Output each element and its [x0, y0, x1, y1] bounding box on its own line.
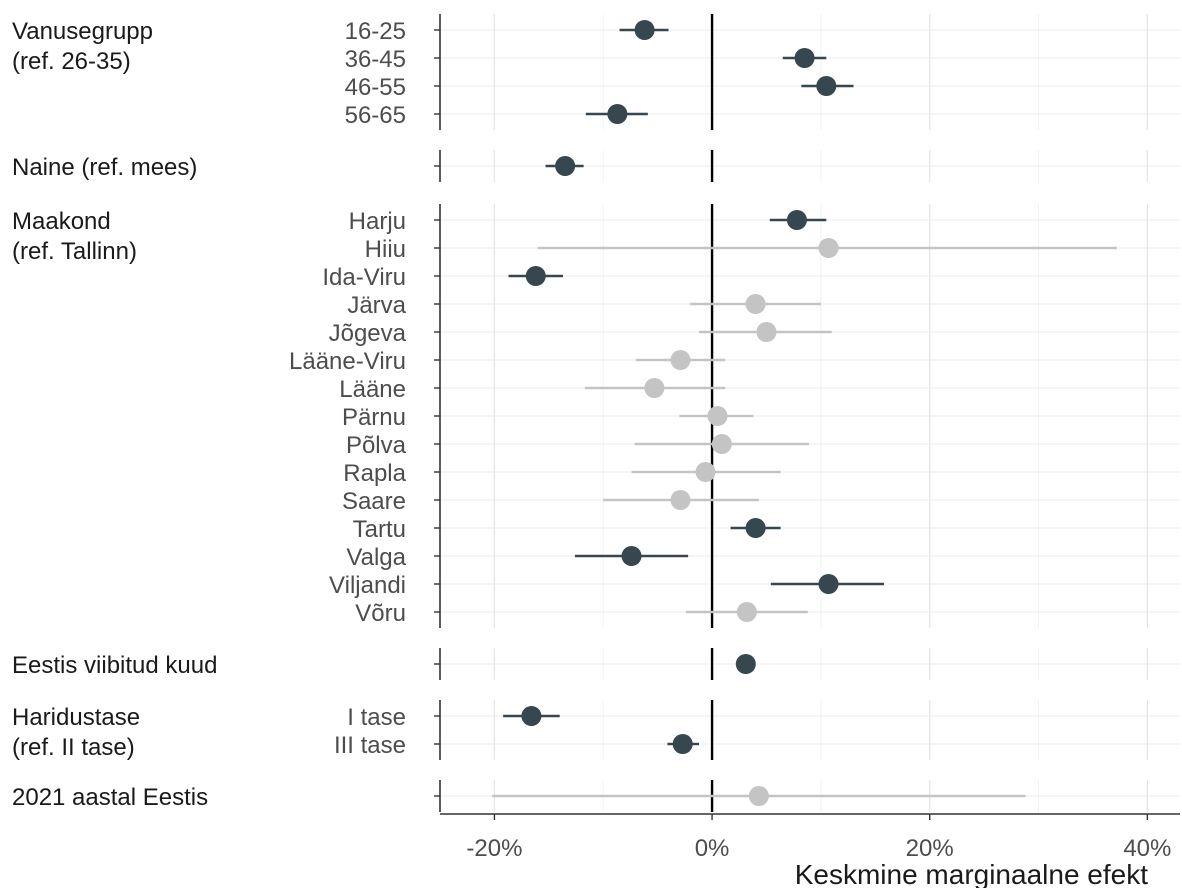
- x-tick-label: 20%: [906, 835, 954, 862]
- point-estimate: [786, 210, 807, 230]
- y-tick-label: Põlva: [346, 432, 407, 459]
- y-tick-label: Viljandi: [329, 572, 406, 599]
- y-tick-label: Pärnu: [342, 404, 406, 431]
- point-estimate: [748, 786, 769, 806]
- point-estimate: [735, 654, 756, 674]
- point-estimate: [525, 266, 546, 286]
- point-estimate: [555, 156, 576, 176]
- point-estimate: [707, 406, 728, 426]
- point-estimate: [816, 76, 837, 96]
- point-estimate: [607, 104, 628, 124]
- y-tick-label: Rapla: [343, 460, 406, 487]
- y-tick-label: III tase: [334, 732, 406, 759]
- axis-layer: -20% 0% 20% 40%: [434, 14, 1180, 862]
- y-tick-label: Võru: [355, 600, 406, 627]
- y-tick-label: 36-45: [345, 46, 406, 73]
- group-label: 2021 aastal Eestis: [12, 784, 208, 811]
- y-tick-label: Saare: [342, 488, 406, 515]
- y-tick-label: Lääne: [339, 376, 406, 403]
- point-estimate: [672, 734, 693, 754]
- y-tick-label: Jõgeva: [329, 320, 407, 347]
- marks-layer: [492, 14, 1117, 812]
- x-tick-label: -20%: [466, 835, 522, 862]
- group-label: (ref. Tallinn): [12, 238, 137, 265]
- y-tick-label: Harju: [349, 208, 406, 235]
- y-tick-label: 56-65: [345, 102, 406, 129]
- group-label: Vanusegrupp: [12, 18, 153, 45]
- point-estimate: [711, 434, 732, 454]
- x-tick-label: 0%: [695, 835, 730, 862]
- group-label: (ref. II tase): [12, 734, 135, 761]
- point-estimate: [634, 20, 655, 40]
- grid-layer: [440, 14, 1180, 812]
- y-tick-label: Lääne-Viru: [289, 348, 406, 375]
- point-estimate: [621, 546, 642, 566]
- point-estimate: [695, 462, 716, 482]
- point-estimate: [818, 238, 839, 258]
- y-tick-label: 46-55: [345, 74, 406, 101]
- y-tick-label: Järva: [347, 292, 406, 319]
- labels-layer: Vanusegrupp (ref. 26-35) 16-2536-4546-5556…: [12, 18, 407, 811]
- point-estimate: [670, 490, 691, 510]
- point-estimate: [736, 602, 757, 622]
- x-axis-title: Keskmine marginaalne efekt: [795, 859, 1149, 888]
- y-tick-label: I tase: [347, 704, 406, 731]
- point-estimate: [794, 48, 815, 68]
- point-estimate: [756, 322, 777, 342]
- x-tick-label: 40%: [1123, 835, 1171, 862]
- point-estimate: [745, 294, 766, 314]
- group-label: Eestis viibitud kuud: [12, 652, 217, 679]
- group-label: (ref. 26-35): [12, 48, 131, 75]
- group-label: Naine (ref. mees): [12, 154, 197, 181]
- y-tick-label: 16-25: [345, 18, 406, 45]
- group-label: Haridustase: [12, 704, 140, 731]
- y-tick-label: Valga: [346, 544, 406, 571]
- y-tick-label: Hiiu: [365, 236, 406, 263]
- point-estimate: [745, 518, 766, 538]
- group-label: Maakond: [12, 208, 111, 235]
- y-tick-label: Ida-Viru: [322, 264, 406, 291]
- point-estimate: [644, 378, 665, 398]
- point-estimate: [670, 350, 691, 370]
- y-tick-label: Tartu: [353, 516, 406, 543]
- point-estimate: [521, 706, 542, 726]
- point-estimate: [818, 574, 839, 594]
